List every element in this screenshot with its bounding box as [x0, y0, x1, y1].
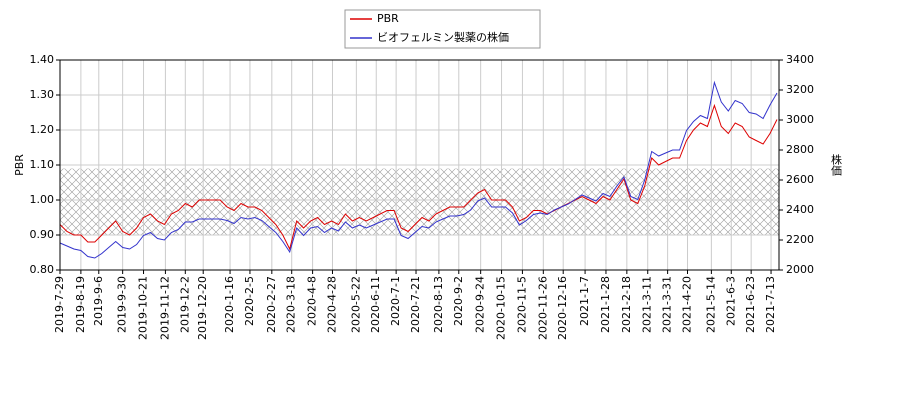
x-tick-label: 2020-2-27	[265, 276, 278, 333]
x-tick-label: 2020-7-1	[389, 276, 402, 326]
x-tick-label: 2020-4-28	[325, 276, 338, 333]
x-tick-label: 2019-8-19	[74, 276, 87, 333]
y2-tick-label: 3400	[786, 53, 814, 66]
x-tick-label: 2020-5-22	[349, 276, 362, 333]
x-tick-label: 2021-7-13	[764, 276, 777, 333]
y2-tick-label: 3000	[786, 113, 814, 126]
y2-tick-label: 3200	[786, 83, 814, 96]
x-tick-label: 2021-6-23	[744, 276, 757, 333]
y-tick-label: 0.80	[30, 263, 55, 276]
y2-tick-label: 2200	[786, 233, 814, 246]
y-tick-label: 1.40	[30, 53, 55, 66]
x-tick-label: 2021-2-18	[620, 276, 633, 333]
y2-tick-label: 2000	[786, 263, 814, 276]
x-tick-label: 2019-11-12	[158, 276, 171, 340]
legend-label: PBR	[377, 12, 399, 25]
x-tick-label: 2019-9-30	[116, 276, 129, 333]
legend-label: ビオフェルミン製薬の株価	[377, 30, 509, 44]
series-line	[59, 80, 778, 259]
x-tick-label: 2019-9-6	[92, 276, 105, 326]
x-tick-label: 2021-5-14	[704, 276, 717, 333]
y2-axis-label: 株価	[830, 153, 843, 176]
y-tick-label: 1.20	[30, 123, 55, 136]
legend-box	[344, 9, 541, 49]
x-tick-label: 2020-1-16	[223, 276, 236, 333]
y-tick-label: 1.30	[30, 88, 55, 101]
x-tick-label: 2020-9-2	[452, 276, 465, 326]
x-tick-label: 2020-12-16	[556, 276, 569, 340]
x-tick-label: 2020-10-15	[495, 276, 508, 340]
x-tick-label: 2021-4-20	[681, 276, 694, 333]
x-tick-label: 2020-9-24	[474, 276, 487, 333]
y-axis-label: PBR	[13, 154, 26, 176]
x-tick-label: 2020-3-18	[285, 276, 298, 333]
plot-frame	[59, 59, 780, 271]
shaded-range	[60, 168, 779, 235]
y2-tick-label: 2400	[786, 203, 814, 216]
x-tick-label: 2020-4-8	[306, 276, 319, 326]
x-tick-label: 2021-1-28	[599, 276, 612, 333]
y-tick-label: 1.10	[30, 158, 55, 171]
x-tick-label: 2021-6-3	[724, 276, 737, 326]
y2-tick-label: 2600	[786, 173, 814, 186]
y2-tick-label: 2800	[786, 143, 814, 156]
series-line	[59, 103, 778, 251]
x-tick-label: 2020-11-26	[536, 276, 549, 340]
x-tick-label: 2021-1-7	[578, 276, 591, 326]
x-tick-label: 2019-12-2	[178, 276, 191, 333]
y-tick-label: 1.00	[30, 193, 55, 206]
x-tick-label: 2021-3-31	[661, 276, 674, 333]
y-tick-label: 0.90	[30, 228, 55, 241]
legend: PBR ビオフェルミン製薬の株価	[344, 9, 541, 49]
x-tick-label: 2020-6-11	[369, 276, 382, 333]
x-tick-label: 2020-8-13	[432, 276, 445, 333]
x-tick-label: 2019-10-21	[137, 276, 150, 340]
x-tick-label: 2019-7-29	[53, 276, 66, 333]
x-tick-label: 2019-12-20	[196, 276, 209, 340]
x-tick-label: 2020-2-5	[243, 276, 256, 326]
x-tick-label: 2020-11-5	[515, 276, 528, 333]
x-tick-label: 2021-3-11	[641, 276, 654, 333]
x-tick-label: 2020-7-21	[409, 276, 422, 333]
